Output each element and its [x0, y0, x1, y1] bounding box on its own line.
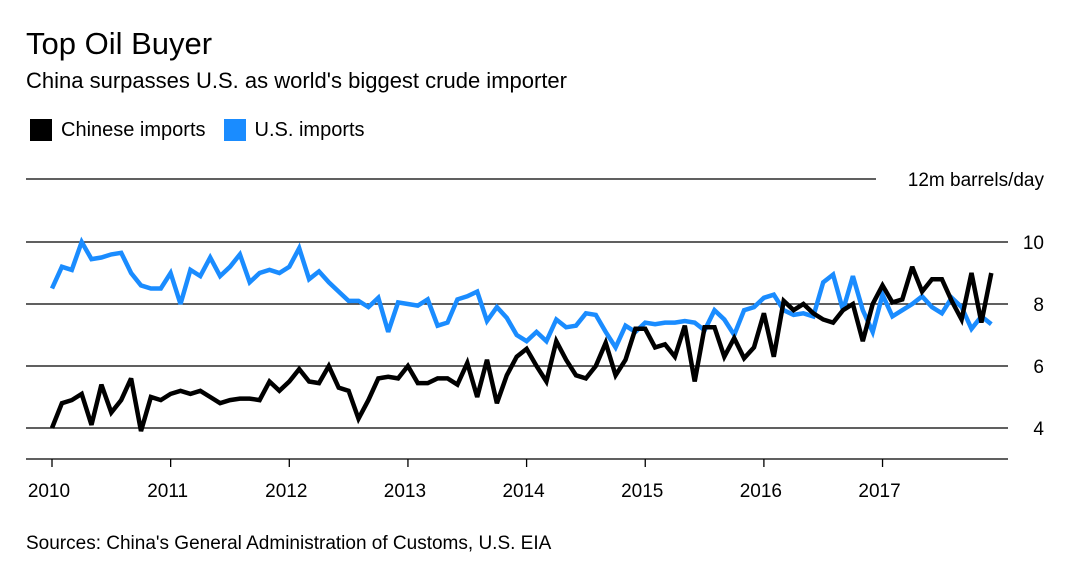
y-tick-label: 10: [1023, 233, 1044, 254]
x-tick-label: 2011: [147, 481, 188, 502]
x-tick-label: 2017: [858, 481, 900, 502]
unit-label: 12m barrels/day: [908, 170, 1045, 191]
legend-label-chinese: Chinese imports: [61, 118, 206, 141]
legend-item-us: U.S. imports: [223, 118, 365, 142]
x-tick-label: 2010: [28, 481, 70, 502]
legend: Chinese imports U.S. imports: [30, 116, 383, 144]
y-tick-label: 8: [1033, 295, 1044, 316]
x-tick-label: 2016: [740, 481, 782, 502]
legend-label-us: U.S. imports: [254, 118, 365, 141]
source-note: Sources: China's General Administration …: [26, 533, 552, 554]
chart-subtitle: China surpasses U.S. as world's biggest …: [26, 68, 567, 93]
x-axis: 2010 2011 2012 2013 2014 2015 2016 2017: [26, 458, 1008, 502]
series-line-chinese-imports: [49, 265, 994, 432]
series-lines: [49, 236, 994, 432]
gridlines: 4 6 8 10: [26, 233, 1044, 440]
y-tick-label: 6: [1033, 357, 1044, 378]
legend-item-chinese: Chinese imports: [30, 119, 206, 142]
x-tick-label: 2013: [384, 481, 426, 502]
x-tick-label: 2015: [621, 481, 663, 502]
series-line-us-imports: [49, 236, 993, 353]
chart-title: Top Oil Buyer: [26, 26, 213, 61]
legend-swatch-chinese: [30, 119, 52, 141]
y-tick-label: 4: [1033, 419, 1044, 440]
x-tick-label: 2014: [502, 481, 545, 502]
x-tick-label: 2012: [265, 481, 307, 502]
legend-swatch-us: [223, 119, 246, 141]
